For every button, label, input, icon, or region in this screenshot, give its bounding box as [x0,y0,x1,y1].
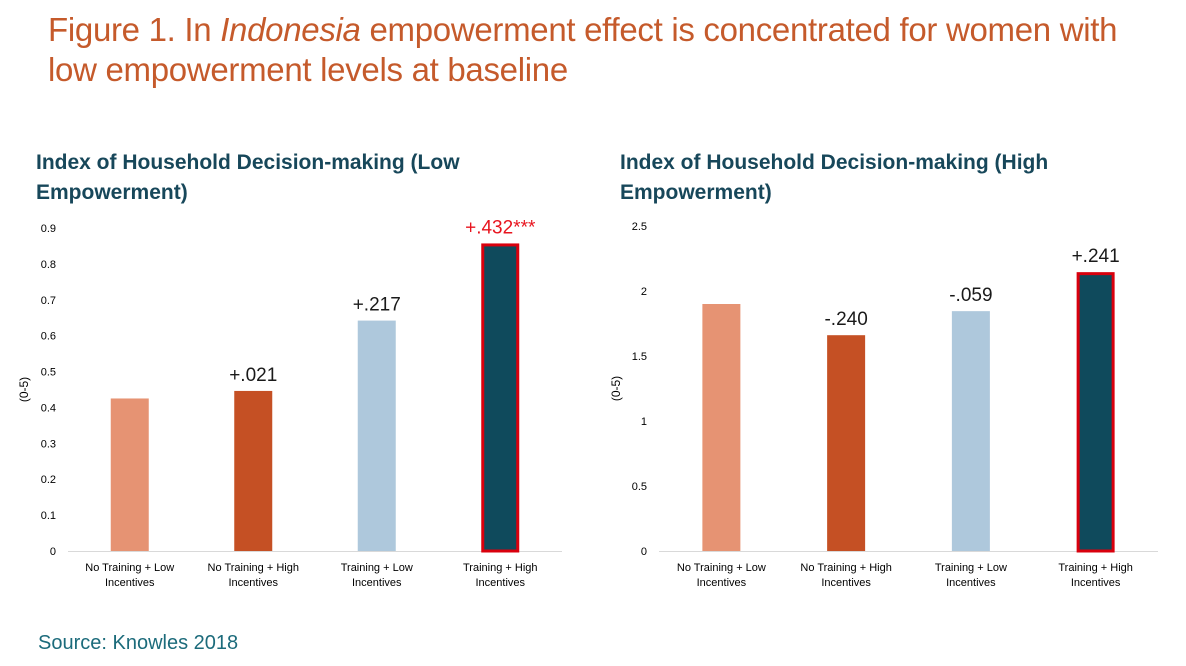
x-category-label: Training + High Incentives [463,562,538,589]
bar [827,335,866,551]
figure-title: Figure 1. In Indonesia empowerment effec… [48,10,1168,90]
data-label: +.217 [353,295,401,316]
y-tick-label: 0.4 [41,402,56,414]
figure-title-country: Indonesia [220,11,361,48]
chart-high-empowerment: 0 0.5 1 1.5 2 2.5 (0-5) No Training + Low Incent… [609,221,1158,589]
y-tick-label: 0 [641,546,647,558]
y-tick-label: 1 [641,416,647,428]
y-tick-label: 0.9 [41,223,56,235]
x-category-label: No Training + High Incentives [800,562,891,589]
x-category-label: Training + Low Incentives [341,562,413,589]
y-tick-label: 0.5 [632,481,647,493]
bar [357,320,396,551]
y-tick-label: 0 [50,546,56,558]
bar [110,398,149,551]
y-tick-label: 0.3 [41,438,56,450]
bar [702,304,741,551]
chart-title-high: Index of Household Decision-making (High… [620,151,1049,204]
data-label: -.240 [824,309,867,330]
x-category-label: Training + Low Incentives [935,562,1007,589]
x-category-label: No Training + High Incentives [208,562,299,589]
y-tick-label: 0.5 [41,367,56,379]
bar [951,311,990,551]
source-note: Source: Knowles 2018 [38,632,239,654]
bar [481,243,520,553]
bar [234,390,273,551]
figure-title-prefix: Figure 1. In [48,11,221,48]
y-tick-label: 0.6 [41,331,56,343]
y-tick-label: 0.8 [41,259,56,271]
data-label: +.021 [229,365,277,386]
data-label: -.059 [949,285,992,306]
y-tick-label: 2 [641,286,647,298]
y-tick-label: 1.5 [632,351,647,363]
y-axis-title: (0-5) [609,376,623,401]
y-tick-label: 0.7 [41,295,56,307]
y-tick-label: 2.5 [632,221,647,233]
data-label: +.241 [1072,246,1120,267]
y-tick-label: 0.2 [41,474,56,486]
chart-low-empowerment: 0 0.1 0.2 0.3 0.4 0.5 0.6 0.7 0.8 0.9 (0-5) No Trai… [17,217,562,589]
y-tick-label: 0.1 [41,510,56,522]
y-axis-title: (0-5) [17,377,31,402]
x-category-label: No Training + Low Incentives [85,562,174,589]
x-category-label: No Training + Low Incentives [677,562,766,589]
data-label: +.432*** [465,217,536,238]
bar [1076,272,1115,553]
chart-title-low: Index of Household Decision-making (Low … [36,151,460,204]
figure-title-suffix: empowerment effect is concentrated for w… [48,11,1118,88]
x-category-label: Training + High Incentives [1058,562,1133,589]
